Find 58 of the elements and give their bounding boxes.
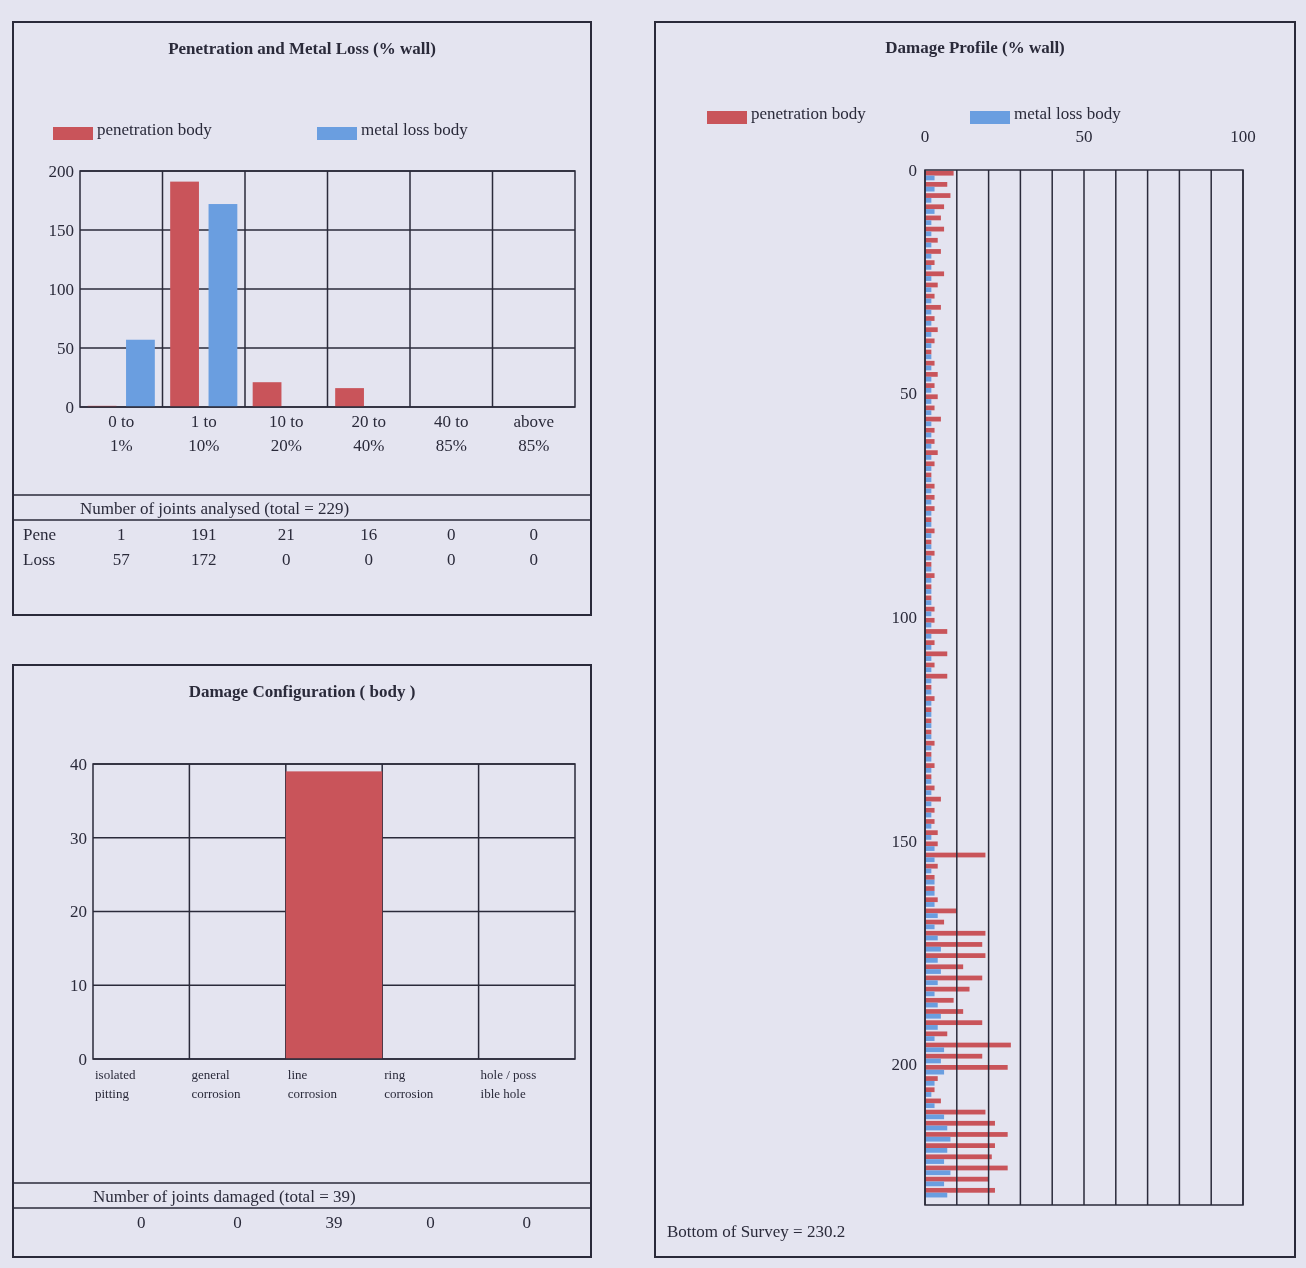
legend-label: penetration body: [751, 104, 867, 123]
data-label: 191: [191, 525, 217, 544]
y-tick-label: 20: [70, 902, 87, 922]
legend-label: metal loss body: [361, 120, 469, 139]
data-label: 0: [529, 550, 538, 569]
data-label: 0: [426, 1213, 435, 1232]
x-tick-label: 20 to 40%: [351, 412, 386, 455]
text: Loss: [23, 550, 56, 569]
chart-title: Damage Configuration ( body ): [188, 682, 416, 701]
data-label: 39: [325, 1213, 343, 1232]
y-tick-label: 0: [78, 1049, 87, 1069]
y-tick-label: 30: [70, 828, 87, 848]
chart-title: Penetration and Metal Loss (% wall): [168, 39, 436, 58]
data-label: 57: [112, 550, 131, 569]
legend-label: metal loss body: [1014, 104, 1122, 123]
legend-label: penetration body: [97, 120, 213, 139]
x-tick-label: 1 to 10%: [188, 412, 220, 455]
data-label: 1: [117, 525, 126, 544]
text: Pene: [23, 525, 57, 544]
x-tick-label: hole / poss ible hole: [480, 1067, 537, 1101]
data-label: 0: [364, 550, 373, 569]
x-tick-label: line corrosion: [287, 1067, 338, 1101]
y-tick-label: 10: [70, 976, 87, 996]
y-tick-label: 150: [48, 220, 74, 240]
x-tick-label: 100: [1230, 127, 1256, 146]
x-tick-label: isolated pitting: [95, 1067, 136, 1101]
data-label: 172: [191, 550, 217, 569]
y-tick-label: 100: [48, 279, 74, 299]
chart-title: Damage Profile (% wall): [885, 38, 1065, 57]
y-tick-label: 150: [891, 831, 917, 851]
x-tick-label: ring corrosion: [384, 1067, 434, 1101]
y-tick-label: 40: [70, 754, 87, 774]
y-tick-label: 0: [65, 397, 74, 417]
data-label: 0: [522, 1213, 532, 1232]
x-tick-label: 40 to 85%: [434, 412, 469, 455]
y-tick-label: 200: [891, 1055, 917, 1075]
data-label: 16: [360, 525, 378, 544]
text: Bottom of Survey = 230.2: [667, 1222, 846, 1241]
x-tick-label: general corrosion: [191, 1067, 241, 1101]
text: Number of joints analysed (total = 229): [80, 499, 350, 518]
data-label: 0: [447, 525, 456, 544]
data-label: 0: [447, 550, 456, 569]
x-tick-label: above 85%: [513, 412, 555, 455]
y-tick-label: 50: [900, 384, 917, 404]
x-tick-label: 10 to 20%: [269, 412, 304, 455]
data-label: 0: [136, 1213, 146, 1232]
y-tick-label: 200: [48, 161, 74, 181]
y-tick-label: 100: [891, 608, 917, 628]
x-tick-label: 50: [1075, 127, 1093, 146]
x-tick-label: 0: [920, 127, 930, 146]
data-label: 0: [233, 1213, 242, 1232]
x-tick-label: 0 to 1%: [108, 412, 135, 455]
y-tick-label: 50: [57, 338, 74, 358]
data-label: 21: [277, 525, 295, 544]
data-label: 0: [282, 550, 291, 569]
data-label: 0: [529, 525, 538, 544]
text: Number of joints damaged (total = 39): [93, 1187, 356, 1206]
y-tick-label: 0: [908, 160, 917, 180]
